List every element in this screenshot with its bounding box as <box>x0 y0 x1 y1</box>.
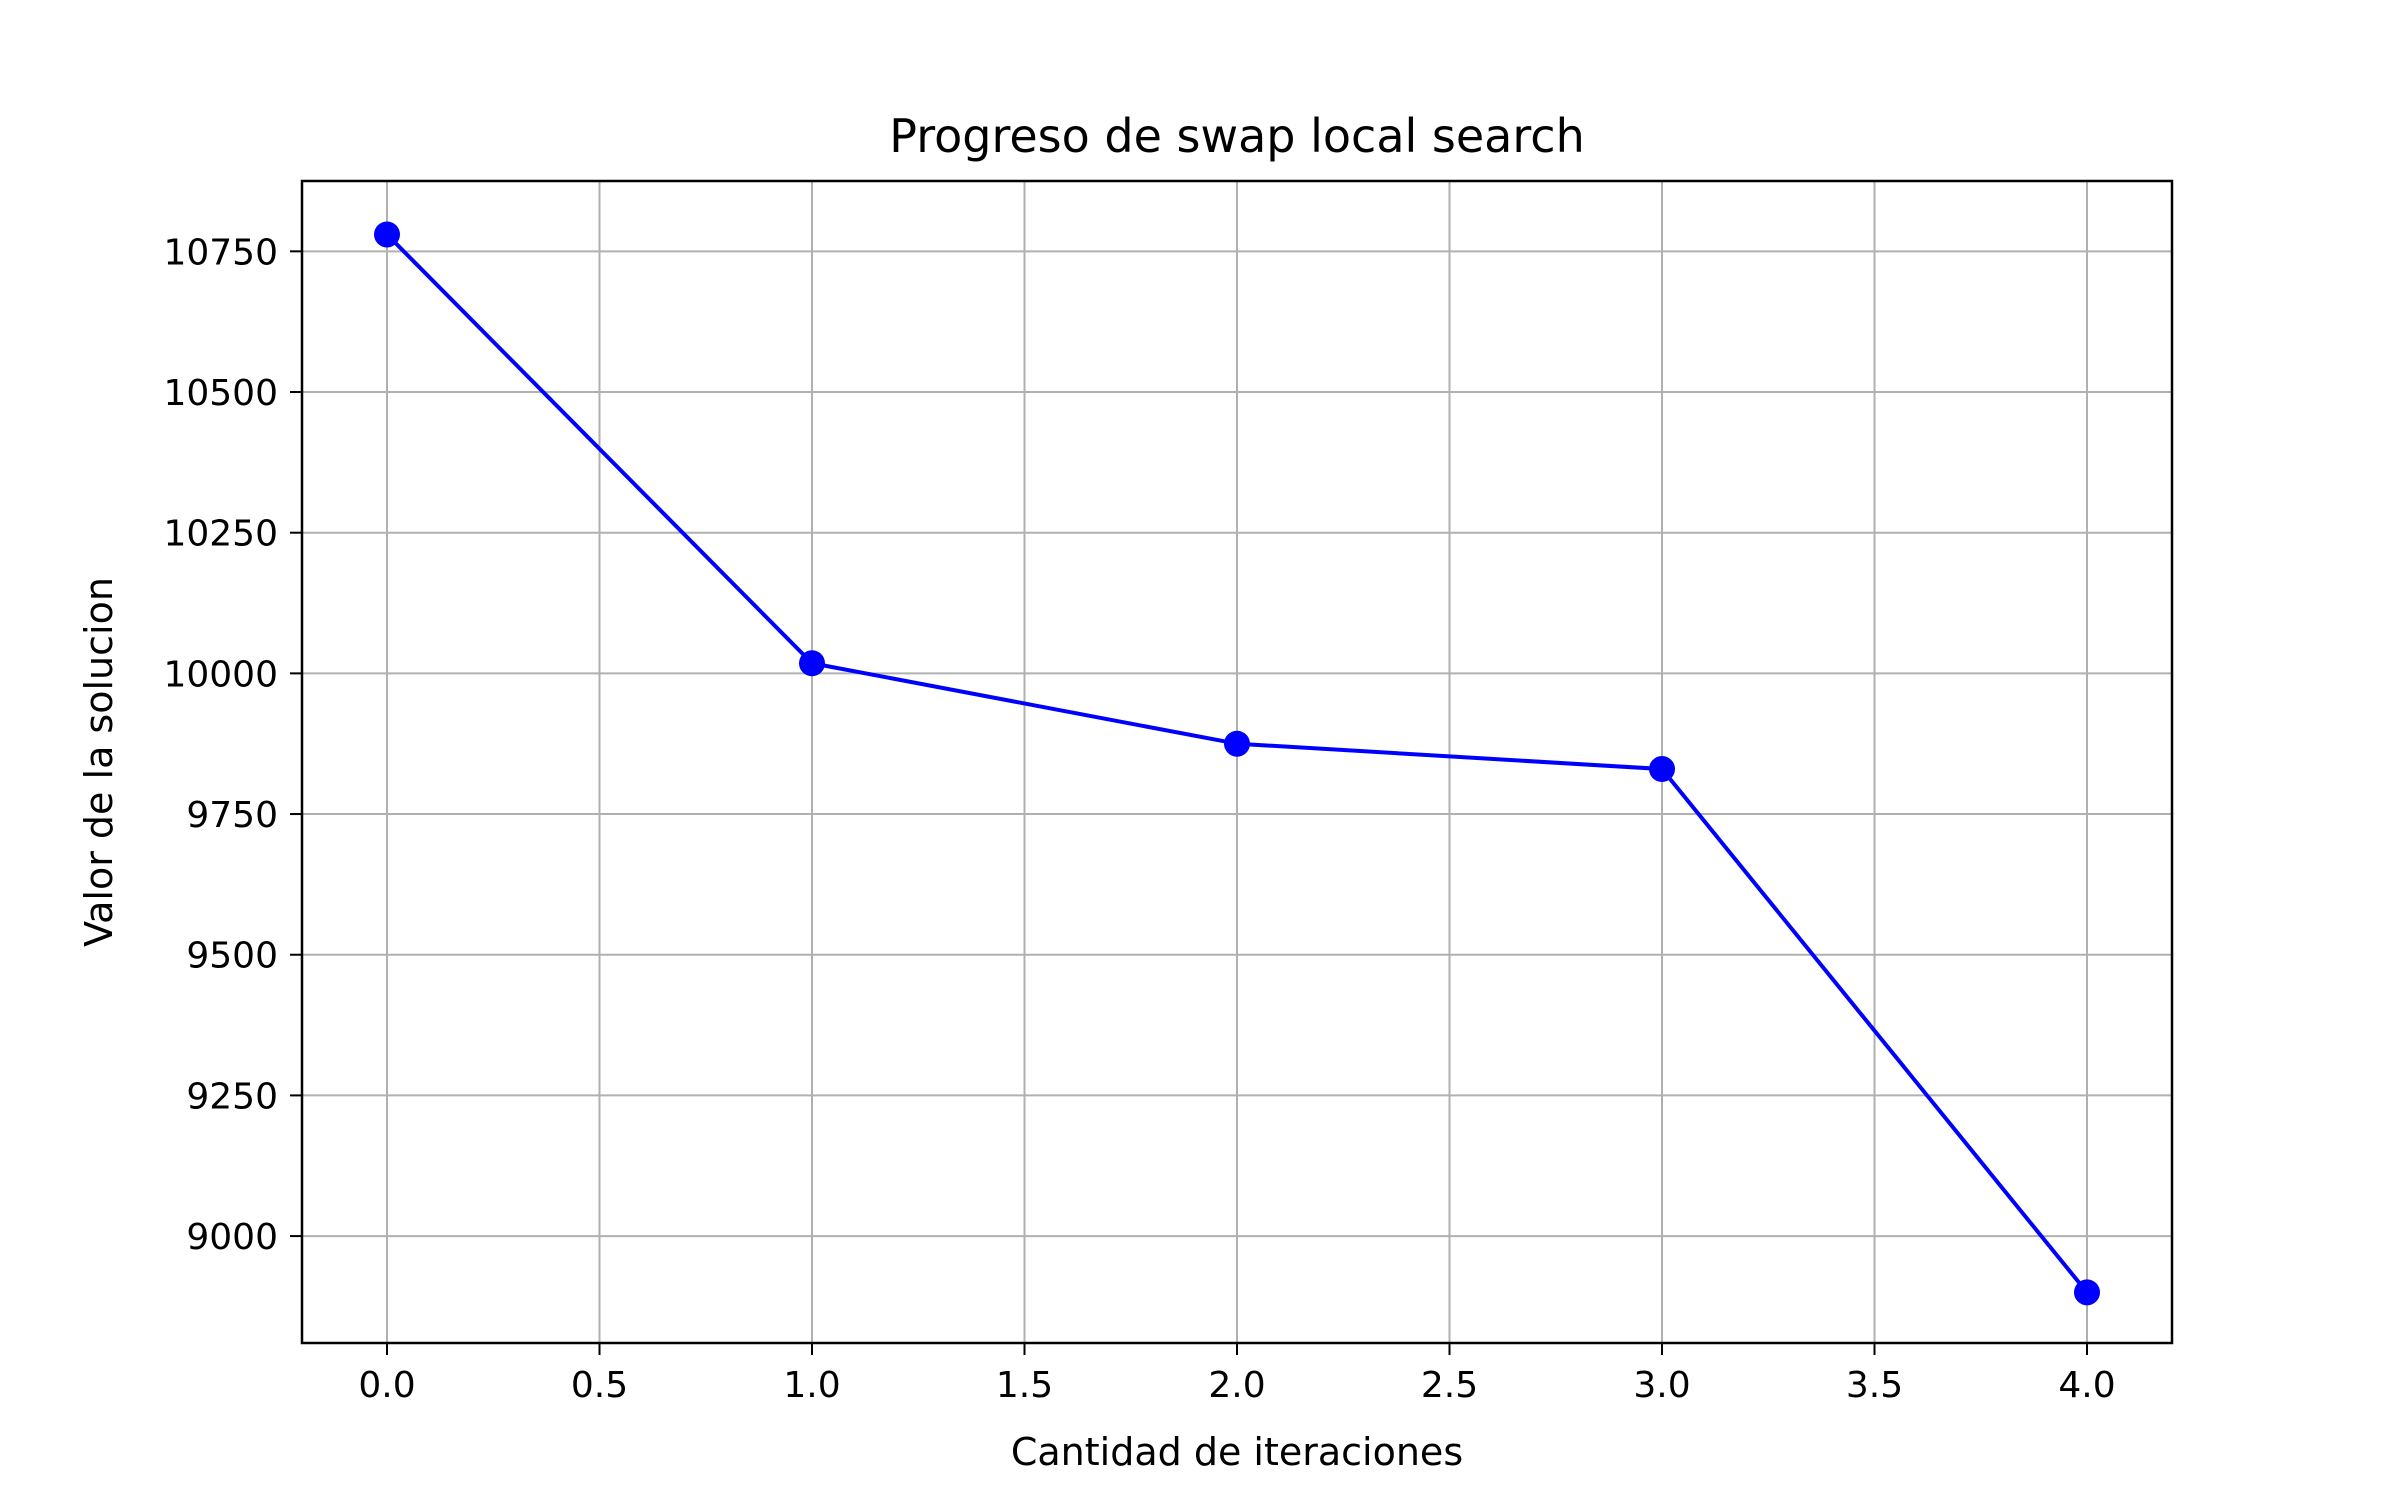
y-tick-label: 9250 <box>186 1076 278 1117</box>
y-tick-label: 10250 <box>163 514 278 555</box>
series <box>374 221 2100 1306</box>
data-point <box>1649 756 1675 783</box>
y-tick-label: 10750 <box>163 232 278 273</box>
x-tick-label: 3.0 <box>1633 1365 1690 1406</box>
grid <box>302 181 2172 1343</box>
chart-title: Progreso de swap local search <box>889 109 1584 163</box>
y-tick-label: 9750 <box>186 795 278 836</box>
y-tick-label: 10500 <box>163 373 278 414</box>
y-tick-label: 10000 <box>163 654 278 695</box>
data-point <box>374 221 400 248</box>
y-tick-label: 9500 <box>186 936 278 977</box>
x-tick-label: 1.5 <box>996 1365 1053 1406</box>
y-tick-label: 9000 <box>186 1217 278 1258</box>
x-axis-label: Cantidad de iteraciones <box>1011 1430 1463 1474</box>
y-axis-label: Valor de la solucion <box>77 577 121 947</box>
x-tick-label: 0.0 <box>358 1365 415 1406</box>
ticks: 0.0 0.5 1.0 1.5 2.0 2.5 3.0 3.5 4.0 9000 9250 9500 9… <box>163 232 2115 1406</box>
x-tick-label: 1.0 <box>783 1365 840 1406</box>
x-tick-label: 2.5 <box>1421 1365 1478 1406</box>
plot-area-frame <box>300 179 2174 1345</box>
x-tick-label: 3.5 <box>1846 1365 1903 1406</box>
data-point <box>799 650 825 677</box>
x-tick-label: 2.0 <box>1208 1365 1265 1406</box>
data-point <box>1224 730 1250 757</box>
data-point <box>2074 1279 2100 1306</box>
x-tick-label: 0.5 <box>571 1365 628 1406</box>
x-tick-label: 4.0 <box>2058 1365 2115 1406</box>
